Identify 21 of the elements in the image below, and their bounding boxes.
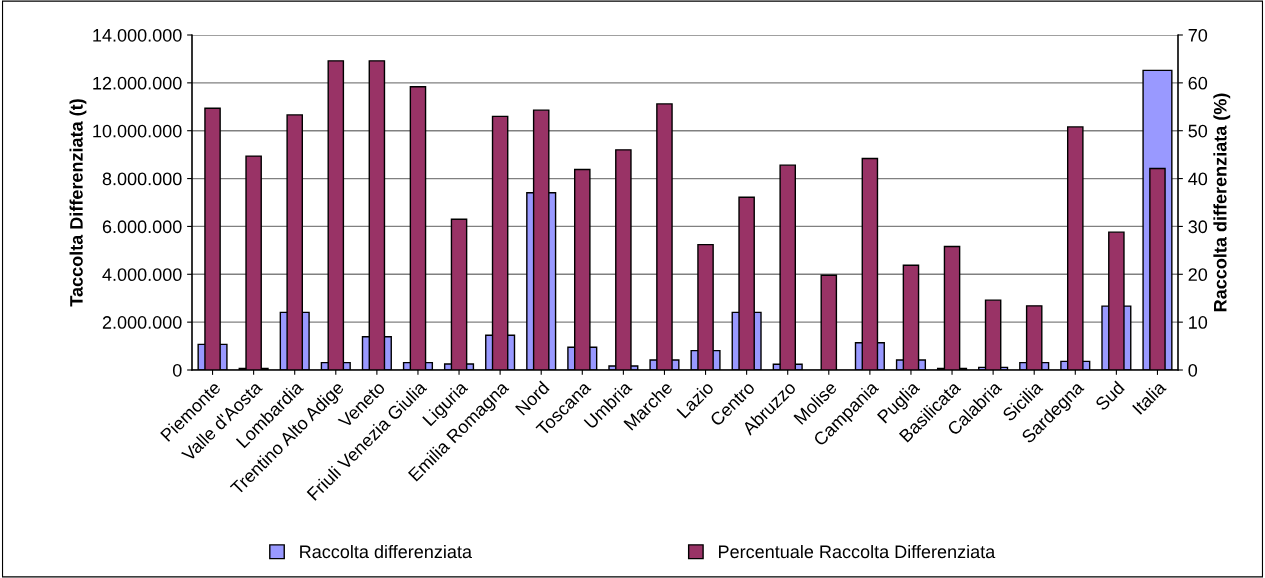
y2-tick-label: 0 bbox=[1188, 363, 1198, 377]
y-axis-title: Taccolta Differenziata (t) bbox=[69, 99, 87, 307]
y2-tick-label: 30 bbox=[1188, 220, 1208, 234]
y2-tick-label: 70 bbox=[1188, 28, 1208, 42]
y-tick-label: 6.000.000 bbox=[102, 220, 182, 234]
y-tick-label: 8.000.000 bbox=[102, 172, 182, 186]
legend-label: Raccolta differenziata bbox=[300, 544, 472, 559]
y2-tick-label: 10 bbox=[1189, 316, 1208, 329]
y2-tick-label: 50 bbox=[1188, 124, 1208, 138]
y-tick-label: 2.000.000 bbox=[102, 316, 182, 329]
y-tick-label: 14.000.000 bbox=[93, 28, 182, 42]
y2-tick-label: 20 bbox=[1188, 268, 1208, 282]
y-tick-label: 10.000.000 bbox=[93, 124, 182, 138]
y-tick-label: 0 bbox=[172, 363, 182, 377]
x-tick-label: Sud bbox=[1094, 380, 1125, 412]
legend-label: Percentuale Raccolta Differenziata bbox=[719, 544, 996, 559]
y2-tick-label: 40 bbox=[1188, 172, 1208, 186]
y2-tick-label: 60 bbox=[1188, 76, 1208, 90]
y-tick-label: 12.000.000 bbox=[93, 76, 182, 90]
y2-axis-title: Raccolta differenziata (%) bbox=[1213, 93, 1231, 312]
y-tick-label: 4.000.000 bbox=[102, 268, 182, 282]
